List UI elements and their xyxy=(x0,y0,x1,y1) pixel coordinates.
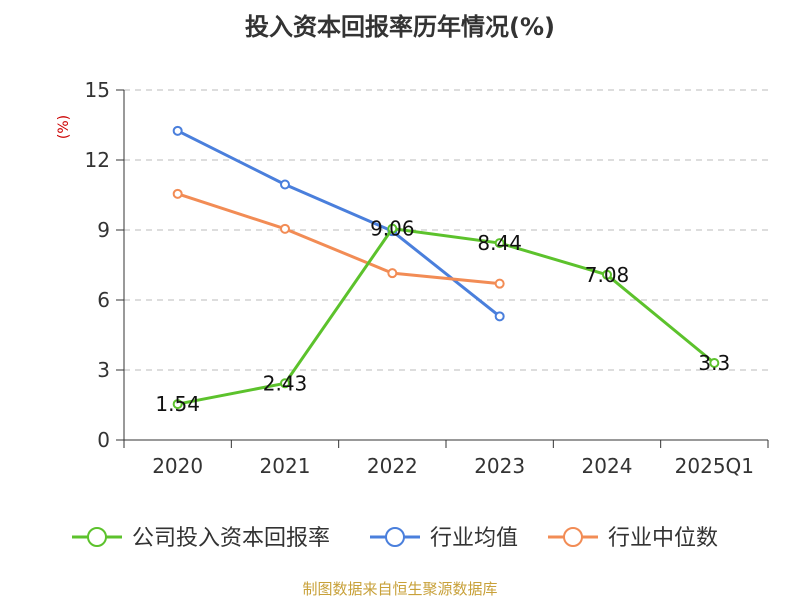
data-label: 1.54 xyxy=(155,392,200,416)
y-tick-label: 3 xyxy=(97,358,110,382)
legend-marker xyxy=(385,527,405,547)
data-label: 9.06 xyxy=(370,217,415,241)
y-tick-label: 0 xyxy=(97,428,110,452)
chart-title: 投入资本回报率历年情况(%) xyxy=(245,13,555,41)
legend: 公司投入资本回报率 行业均值 行业中位数 xyxy=(72,526,718,551)
legend-marker xyxy=(563,527,583,547)
y-tick-label: 6 xyxy=(97,288,110,312)
series-lines xyxy=(172,125,720,410)
data-label: 3.3 xyxy=(698,351,730,375)
y-tick-label: 9 xyxy=(97,218,110,242)
axes: 0 3 6 9 12 15 2020 2021 2022 2023 2024 2025Q1 xyxy=(85,78,769,478)
x-tick-label: 2025Q1 xyxy=(675,454,754,478)
data-labels: 1.54 2.43 9.06 8.44 7.08 3.3 xyxy=(155,217,730,416)
data-point xyxy=(494,278,505,289)
source-note: 制图数据来自恒生聚源数据库 xyxy=(302,580,497,598)
data-point xyxy=(387,223,398,234)
y-axis-label: (%) xyxy=(56,115,72,139)
x-tick-label: 2021 xyxy=(260,454,311,478)
grid-lines xyxy=(124,89,768,371)
legend-label: 公司投入资本回报率 xyxy=(132,526,330,551)
data-point xyxy=(172,399,183,410)
data-point xyxy=(494,311,505,322)
data-point xyxy=(280,179,290,190)
data-point xyxy=(280,223,290,234)
data-label: 2.43 xyxy=(263,371,308,395)
data-point xyxy=(280,378,290,389)
legend-marker xyxy=(87,527,107,547)
legend-label: 行业中位数 xyxy=(608,526,718,551)
x-tick-label: 2024 xyxy=(582,454,633,478)
data-point xyxy=(494,238,505,249)
series-line xyxy=(176,129,501,318)
x-tick-label: 2023 xyxy=(474,454,525,478)
data-point xyxy=(387,268,398,279)
data-label: 8.44 xyxy=(477,231,522,255)
data-label: 7.08 xyxy=(585,263,630,287)
y-tick-label: 12 xyxy=(85,148,110,172)
x-tick-label: 2022 xyxy=(367,454,418,478)
legend-label: 行业均值 xyxy=(430,526,518,551)
series-line xyxy=(177,192,500,286)
series-line xyxy=(177,227,716,406)
y-tick-label: 15 xyxy=(85,78,110,102)
data-point xyxy=(602,269,612,280)
data-point xyxy=(709,358,720,368)
data-point xyxy=(172,125,183,136)
x-tick-label: 2020 xyxy=(152,454,203,478)
data-point xyxy=(172,188,183,199)
